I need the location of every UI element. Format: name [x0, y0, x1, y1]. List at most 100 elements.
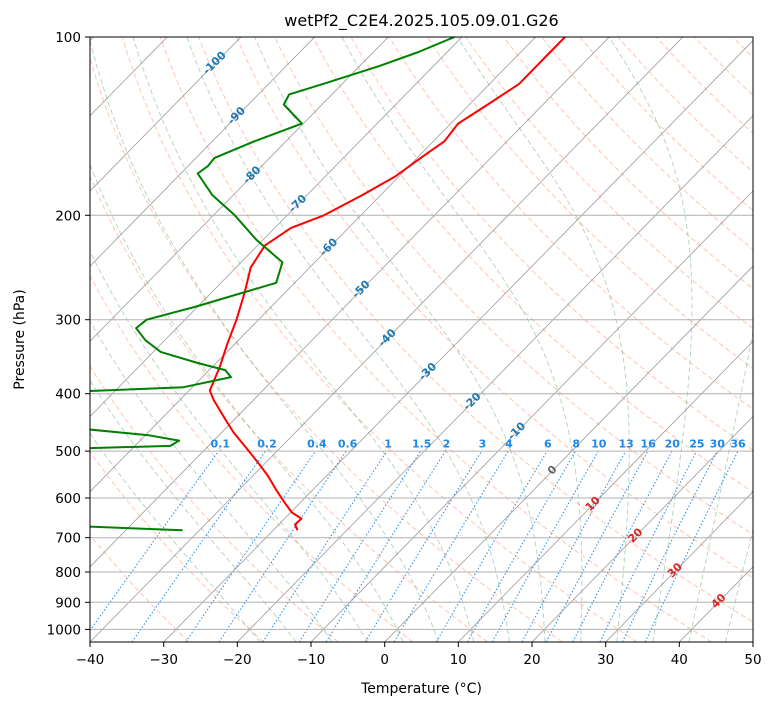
- isotherm-label: -80: [240, 163, 263, 186]
- y-tick-label: 100: [55, 30, 81, 46]
- isotherm: [90, 37, 389, 342]
- dry-adiabat: [90, 274, 414, 642]
- mixing-ratio-label: 3: [479, 437, 487, 450]
- x-tick-label: −20: [223, 652, 252, 668]
- y-axis-label: Pressure (hPa): [12, 289, 28, 389]
- isotherm: [90, 37, 610, 568]
- isotherm-label: 0: [545, 462, 560, 477]
- isotherm: [90, 37, 242, 192]
- mixing-ratio-label: 4: [505, 437, 513, 450]
- isotherm-label: -90: [225, 104, 248, 127]
- mixing-ratio-label: 25: [689, 437, 704, 450]
- dry-adiabat: [465, 37, 753, 329]
- mixing-ratio-label: 16: [640, 437, 656, 450]
- mixing-ratio-line: [90, 450, 220, 632]
- isotherm-label: -40: [376, 326, 399, 349]
- moist-adiabat: [90, 432, 261, 642]
- y-tick-label: 300: [55, 313, 81, 329]
- x-tick-label: 50: [744, 652, 761, 668]
- mixing-ratio-line: [572, 450, 673, 642]
- x-tick-label: 0: [380, 652, 389, 668]
- mixing-ratio-label: 6: [544, 437, 552, 450]
- dry-adiabat: [197, 37, 753, 623]
- x-tick-label: −40: [76, 652, 105, 668]
- mixing-ratio-label: 13: [618, 437, 633, 450]
- isotherm: [752, 641, 753, 642]
- x-tick-label: −30: [149, 652, 178, 668]
- mixing-ratio-label: 0.1: [211, 437, 231, 450]
- dry-adiabat: [579, 37, 753, 212]
- mixing-ratio-line: [262, 450, 388, 642]
- dewpoint-line: [90, 37, 455, 532]
- y-tick-label: 400: [55, 387, 81, 403]
- mixing-ratio-label: 10: [591, 437, 607, 450]
- moist-adiabat: [456, 37, 630, 642]
- isotherm: [605, 491, 753, 642]
- isotherm: [163, 40, 753, 642]
- dry-adiabat: [388, 37, 753, 410]
- moist-adiabat: [90, 38, 439, 642]
- isotherm-label: 40: [709, 591, 729, 611]
- mixing-ratio-line: [599, 450, 698, 642]
- isotherm: [90, 37, 536, 493]
- moist-adiabat: [90, 163, 404, 642]
- mixing-ratio-line: [325, 450, 446, 642]
- dry-adiabat: [312, 37, 753, 493]
- dry-adiabat: [90, 451, 264, 642]
- y-axis: 100 200 300 400 500 600 700 800 900 1000: [47, 30, 90, 638]
- moist-adiabat: [608, 37, 693, 642]
- isotherm-label: -70: [286, 192, 309, 215]
- moist-adiabat: [90, 320, 333, 642]
- temperature-line: [208, 37, 566, 531]
- isotherm: [531, 415, 753, 642]
- dry-adiabat: [350, 37, 753, 451]
- isotherm: [90, 37, 684, 642]
- dry-adiabat: [694, 37, 753, 96]
- moist-adiabat: [132, 37, 475, 642]
- isotherm: [90, 37, 463, 418]
- y-tick-label: 200: [55, 208, 81, 224]
- mixing-ratio-label: 2: [443, 437, 451, 450]
- mixing-ratio-label: 20: [665, 437, 681, 450]
- mixing-ratio-line: [298, 450, 422, 642]
- y-tick-label: 800: [55, 565, 81, 581]
- mixing-ratio-label: 1.5: [412, 437, 432, 450]
- y-tick-label: 1000: [47, 622, 81, 638]
- isotherm: [457, 340, 753, 642]
- x-axis: −40 −30 −20 −10 0 10 20 30 40 50: [76, 642, 762, 668]
- mixing-ratio-line: [393, 450, 509, 642]
- isotherm: [236, 115, 753, 642]
- mixing-ratio-label: 30: [710, 437, 726, 450]
- y-tick-label: 600: [55, 491, 81, 507]
- mixing-ratio-line: [435, 450, 548, 642]
- moist-adiabat: [90, 379, 297, 642]
- isotherm-label: -20: [460, 390, 483, 413]
- x-tick-label: −10: [297, 652, 326, 668]
- mixing-ratio-line: [185, 450, 316, 642]
- mixing-ratio-line: [364, 450, 483, 642]
- moist-adiabat: [90, 250, 369, 642]
- dry-adiabat: [732, 37, 753, 58]
- plot-gridlines: [90, 36, 753, 630]
- dry-adiabat: [236, 37, 753, 579]
- mixing-ratio-line: [491, 450, 599, 642]
- mixing-ratio-line: [644, 450, 739, 642]
- moist-adiabat: [688, 329, 753, 642]
- moist-adiabat: [341, 37, 583, 642]
- dry-adiabat: [90, 175, 488, 642]
- dry-adiabat: [655, 37, 753, 135]
- mixing-ratio-line: [545, 450, 649, 642]
- mixing-ratio-line: [521, 450, 627, 642]
- dry-adiabat: [90, 533, 190, 642]
- chart-title: wetPf2_C2E4.2025.105.09.01.G26: [284, 11, 558, 31]
- isotherm-label: -30: [416, 360, 439, 383]
- mixing-ratio-label: 1: [384, 437, 392, 450]
- mixing-ratio-label: 0.2: [257, 437, 277, 450]
- dry-adiabat: [503, 37, 753, 290]
- moist-adiabat: [186, 37, 510, 642]
- mixing-ratio-line: [218, 450, 347, 642]
- mixing-ratio-label: 0.6: [338, 437, 358, 450]
- x-tick-label: 10: [450, 652, 467, 668]
- dry-adiabat: [159, 37, 712, 642]
- plot-frame: [89, 36, 754, 643]
